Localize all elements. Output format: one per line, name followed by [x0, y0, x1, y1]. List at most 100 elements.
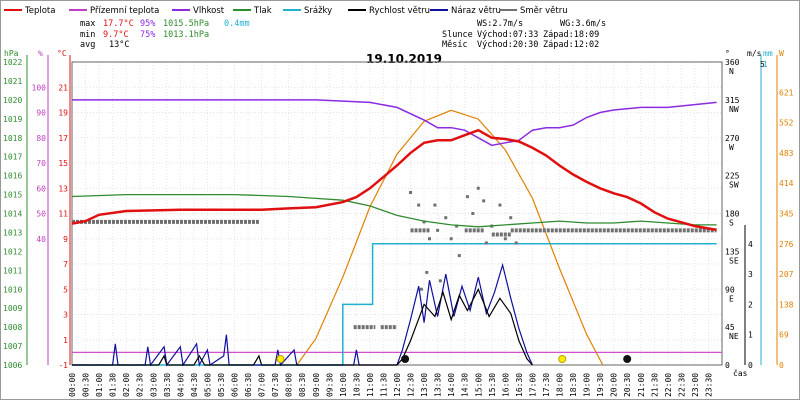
- solar-tick: 483: [779, 149, 794, 158]
- x-tick: 17:30: [542, 373, 551, 397]
- dir-cardinal: W: [729, 143, 734, 152]
- hpa-tick: 1016: [3, 172, 22, 181]
- dir-tick: 45: [725, 323, 735, 332]
- wind-tick: 0: [748, 361, 753, 370]
- axes: hPa% °C1022102110201019101810171016101510…: [3, 49, 794, 397]
- pct-tick: 70: [36, 159, 46, 168]
- x-tick: 16:00: [501, 373, 510, 397]
- stat-wg: WG:3.6m/s: [560, 19, 606, 29]
- solar-tick: 207: [779, 270, 794, 279]
- dir-tick: 225: [725, 172, 740, 181]
- x-tick: 21:00: [637, 373, 646, 397]
- legend-label-2: Vlhkost: [193, 6, 225, 16]
- temp-tick: 19: [58, 109, 68, 118]
- x-tick: 17:00: [528, 373, 537, 397]
- dir-tick: 360: [725, 58, 740, 67]
- legend-label-4: Srážky: [304, 6, 332, 16]
- dir-tick: 315: [725, 96, 740, 105]
- solar-tick: 276: [779, 240, 794, 249]
- hpa-tick: 1015: [3, 191, 22, 200]
- stat-min-label: min: [80, 30, 95, 40]
- x-tick: 15:00: [474, 373, 483, 397]
- temp-tick: 7: [63, 260, 68, 269]
- x-tick: 23:30: [704, 373, 713, 397]
- wind-dir-point-11: [476, 186, 480, 190]
- x-tick: 10:00: [339, 373, 348, 397]
- plot-area: [71, 99, 722, 367]
- x-tick: 20:30: [623, 373, 632, 397]
- x-tick: 02:30: [136, 373, 145, 397]
- temp-tick: 11: [58, 210, 68, 219]
- legend: Teplota Přízemní teplota Vlhkost Tlak Srážky…: [4, 6, 568, 16]
- moon-label: Měsíc: [442, 40, 468, 50]
- hpa-axis-title: hPa: [4, 49, 19, 58]
- pct-tick: 40: [36, 235, 46, 244]
- x-tick: 08:30: [298, 373, 307, 397]
- sun-rise: Východ:07:33: [477, 30, 538, 40]
- x-tick: 13:00: [420, 373, 429, 397]
- series-wind-speed: [72, 287, 533, 366]
- dir-cardinal: S: [729, 219, 734, 228]
- wind-tick: 4: [748, 240, 753, 249]
- dir-cardinal: N: [729, 67, 734, 76]
- stat-ws: WS:2.7m/s: [477, 19, 523, 29]
- wind-tick: 2: [748, 300, 753, 309]
- pct-tick: 60: [36, 184, 46, 193]
- hpa-tick: 1014: [3, 210, 22, 219]
- stat-max-label: max: [80, 19, 95, 29]
- rain-axis-title: mm: [763, 49, 773, 58]
- hpa-tick: 1010: [3, 285, 22, 294]
- x-tick: 12:00: [393, 373, 402, 397]
- pct-axis-title: %: [38, 49, 43, 58]
- wind-dir-point-7: [449, 237, 453, 241]
- wind-dir-point-20: [438, 279, 442, 283]
- hpa-tick: 1019: [3, 115, 22, 124]
- series-temperature: [71, 128, 717, 232]
- x-tick: 05:30: [217, 373, 226, 397]
- wind-dir-point-2: [422, 220, 426, 224]
- stat-max-temp: 17.7°C: [103, 19, 134, 29]
- moon-marker-3: [623, 355, 632, 363]
- chart-title: 19.10.2019: [366, 52, 442, 66]
- x-tick: 18:00: [556, 373, 565, 397]
- x-tick: 13:30: [434, 373, 443, 397]
- x-tick: 01:30: [109, 373, 118, 397]
- x-tick: 00:00: [68, 373, 77, 397]
- stat-avg-label: avg: [80, 40, 95, 50]
- temp-tick: -1: [58, 361, 68, 370]
- hpa-tick: 1013: [3, 228, 22, 237]
- legend-label-5: Rychlost větru: [369, 6, 430, 16]
- wind-dir-point-18: [425, 270, 429, 274]
- x-tick: 04:30: [190, 373, 199, 397]
- wind-dir-point-21: [457, 254, 461, 258]
- solar-tick: 0: [779, 361, 784, 370]
- x-tick: 22:00: [664, 373, 673, 397]
- dir-cardinal: E: [729, 294, 734, 303]
- temp-axis-title: °C: [57, 49, 67, 58]
- solar-tick: 69: [779, 331, 789, 340]
- solar-tick: 138: [779, 300, 794, 309]
- x-tick: 20:00: [610, 373, 619, 397]
- sun-label: Slunce: [442, 30, 473, 40]
- dir-axis-title: °: [725, 49, 730, 58]
- sun-set: Západ:18:09: [543, 30, 599, 40]
- x-tick: 21:30: [650, 373, 659, 397]
- wind-dir-point-15: [503, 237, 507, 241]
- dir-tick: 180: [725, 210, 740, 219]
- temp-tick: 15: [58, 159, 68, 168]
- x-tick: 12:30: [407, 373, 416, 397]
- wind-dir-point-12: [482, 199, 486, 203]
- x-tick: 08:00: [285, 373, 294, 397]
- stat-max-hum: 95%: [140, 19, 155, 29]
- hpa-tick: 1018: [3, 134, 22, 143]
- stat-min-temp: 9.7°C: [103, 30, 129, 40]
- temp-tick: 9: [63, 235, 68, 244]
- x-tick: 01:00: [95, 373, 104, 397]
- x-tick: 23:00: [691, 373, 700, 397]
- wind-axis-title: m/s: [747, 49, 762, 58]
- x-tick: 11:30: [379, 373, 388, 397]
- stat-max-rain: 0.4mm: [224, 19, 250, 29]
- legend-label-0: Teplota: [24, 6, 55, 16]
- wind-dir-point-14: [498, 203, 502, 207]
- dir-tick: 135: [725, 247, 740, 256]
